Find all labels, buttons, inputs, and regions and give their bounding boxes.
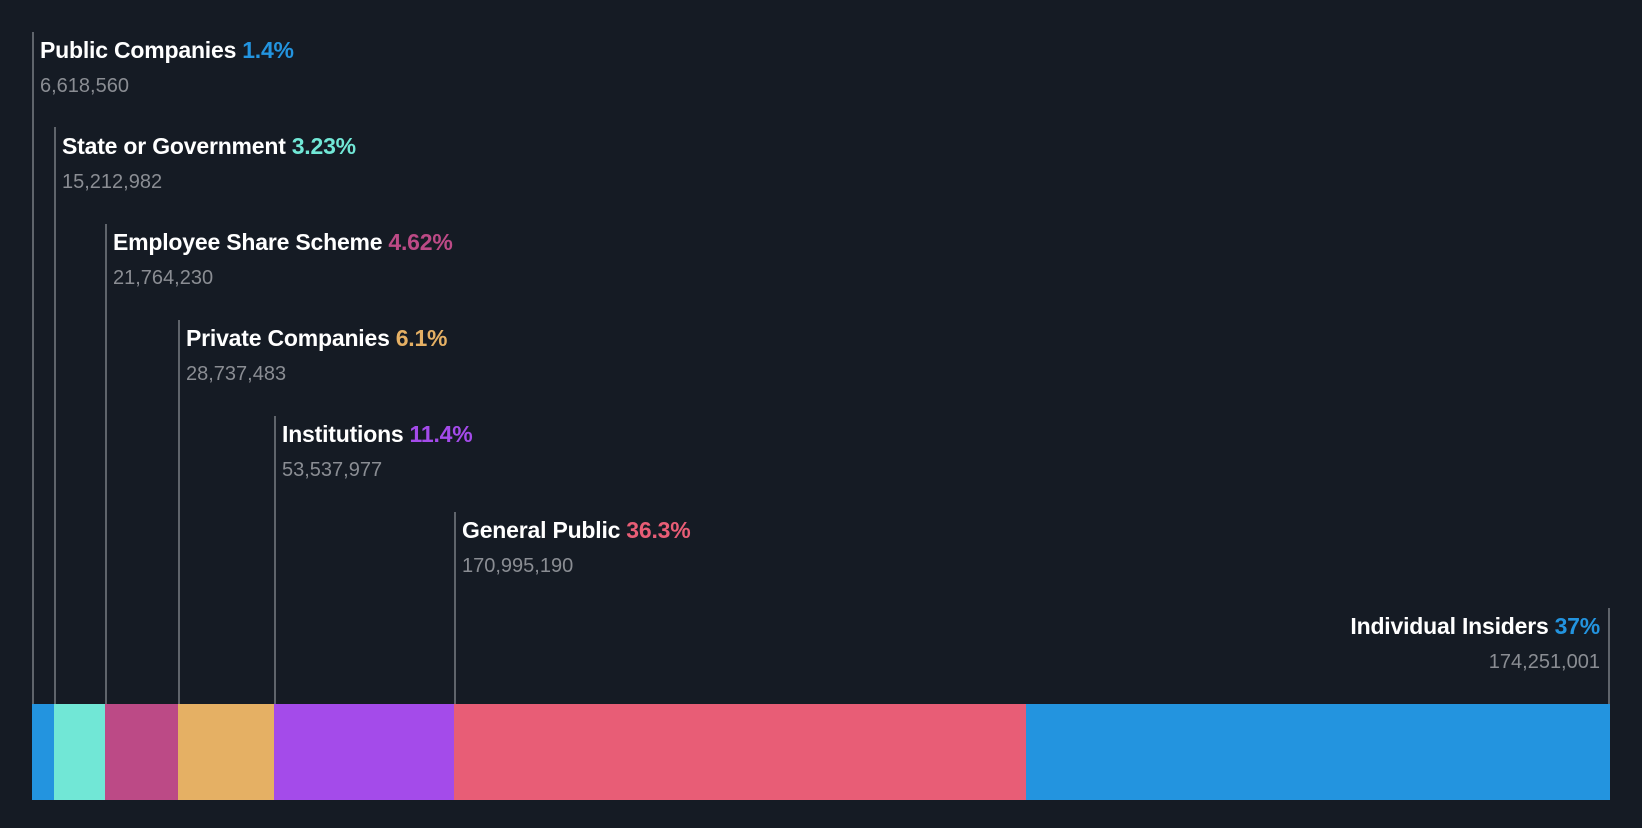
- label-title: General Public 36.3%: [462, 516, 691, 544]
- bar-segment-individual-insiders[interactable]: [1026, 704, 1610, 800]
- label-title: Public Companies 1.4%: [40, 36, 294, 64]
- category-percent: 36.3%: [626, 517, 691, 543]
- category-shares: 28,737,483: [186, 363, 287, 385]
- category-name: Private Companies: [186, 325, 390, 351]
- category-name: General Public: [462, 517, 621, 543]
- bar-segment-state-or-government[interactable]: [54, 704, 105, 800]
- label-state-or-government: State or Government 3.23% 15,212,982: [62, 132, 356, 194]
- label-institutions: Institutions 11.4% 53,537,977: [282, 420, 473, 482]
- bar-segment-institutions[interactable]: [274, 704, 454, 800]
- category-name: Employee Share Scheme: [113, 229, 383, 255]
- label-employee-share-scheme: Employee Share Scheme 4.62% 21,764,230: [113, 228, 453, 290]
- leader-line-employee-share-scheme: [105, 224, 107, 704]
- category-name: Institutions: [282, 421, 404, 447]
- leader-line-general-public: [454, 512, 456, 704]
- label-individual-insiders: Individual Insiders 37% 174,251,001: [1350, 612, 1600, 674]
- bar-segment-public-companies[interactable]: [32, 704, 54, 800]
- category-percent: 37%: [1554, 613, 1601, 639]
- leader-line-private-companies: [178, 320, 180, 704]
- category-shares: 21,764,230: [113, 267, 214, 289]
- bar-segment-private-companies[interactable]: [178, 704, 274, 800]
- category-name: State or Government: [62, 133, 286, 159]
- category-name: Individual Insiders: [1350, 613, 1549, 639]
- label-title: Employee Share Scheme 4.62%: [113, 228, 453, 256]
- label-title: Institutions 11.4%: [282, 420, 473, 448]
- leader-line-individual-insiders: [1608, 608, 1610, 704]
- label-general-public: General Public 36.3% 170,995,190: [462, 516, 691, 578]
- category-shares: 15,212,982: [62, 171, 163, 193]
- category-percent: 3.23%: [291, 133, 356, 159]
- label-public-companies: Public Companies 1.4% 6,618,560: [40, 36, 294, 98]
- leader-line-state-or-government: [54, 127, 56, 704]
- category-shares: 6,618,560: [40, 75, 129, 97]
- stacked-ownership-bar: [32, 704, 1610, 800]
- category-shares: 174,251,001: [1488, 651, 1600, 673]
- bar-segment-general-public[interactable]: [454, 704, 1026, 800]
- category-percent: 1.4%: [242, 37, 294, 63]
- label-title: Individual Insiders 37%: [1350, 612, 1600, 640]
- category-name: Public Companies: [40, 37, 237, 63]
- category-shares: 170,995,190: [462, 555, 574, 577]
- leader-line-institutions: [274, 416, 276, 704]
- label-title: State or Government 3.23%: [62, 132, 356, 160]
- leader-line-public-companies: [32, 32, 34, 704]
- label-private-companies: Private Companies 6.1% 28,737,483: [186, 324, 448, 386]
- bar-segment-employee-share-scheme[interactable]: [105, 704, 178, 800]
- category-shares: 53,537,977: [282, 459, 383, 481]
- category-percent: 6.1%: [395, 325, 448, 351]
- category-percent: 11.4%: [409, 421, 473, 447]
- label-title: Private Companies 6.1%: [186, 324, 448, 352]
- category-percent: 4.62%: [388, 229, 453, 255]
